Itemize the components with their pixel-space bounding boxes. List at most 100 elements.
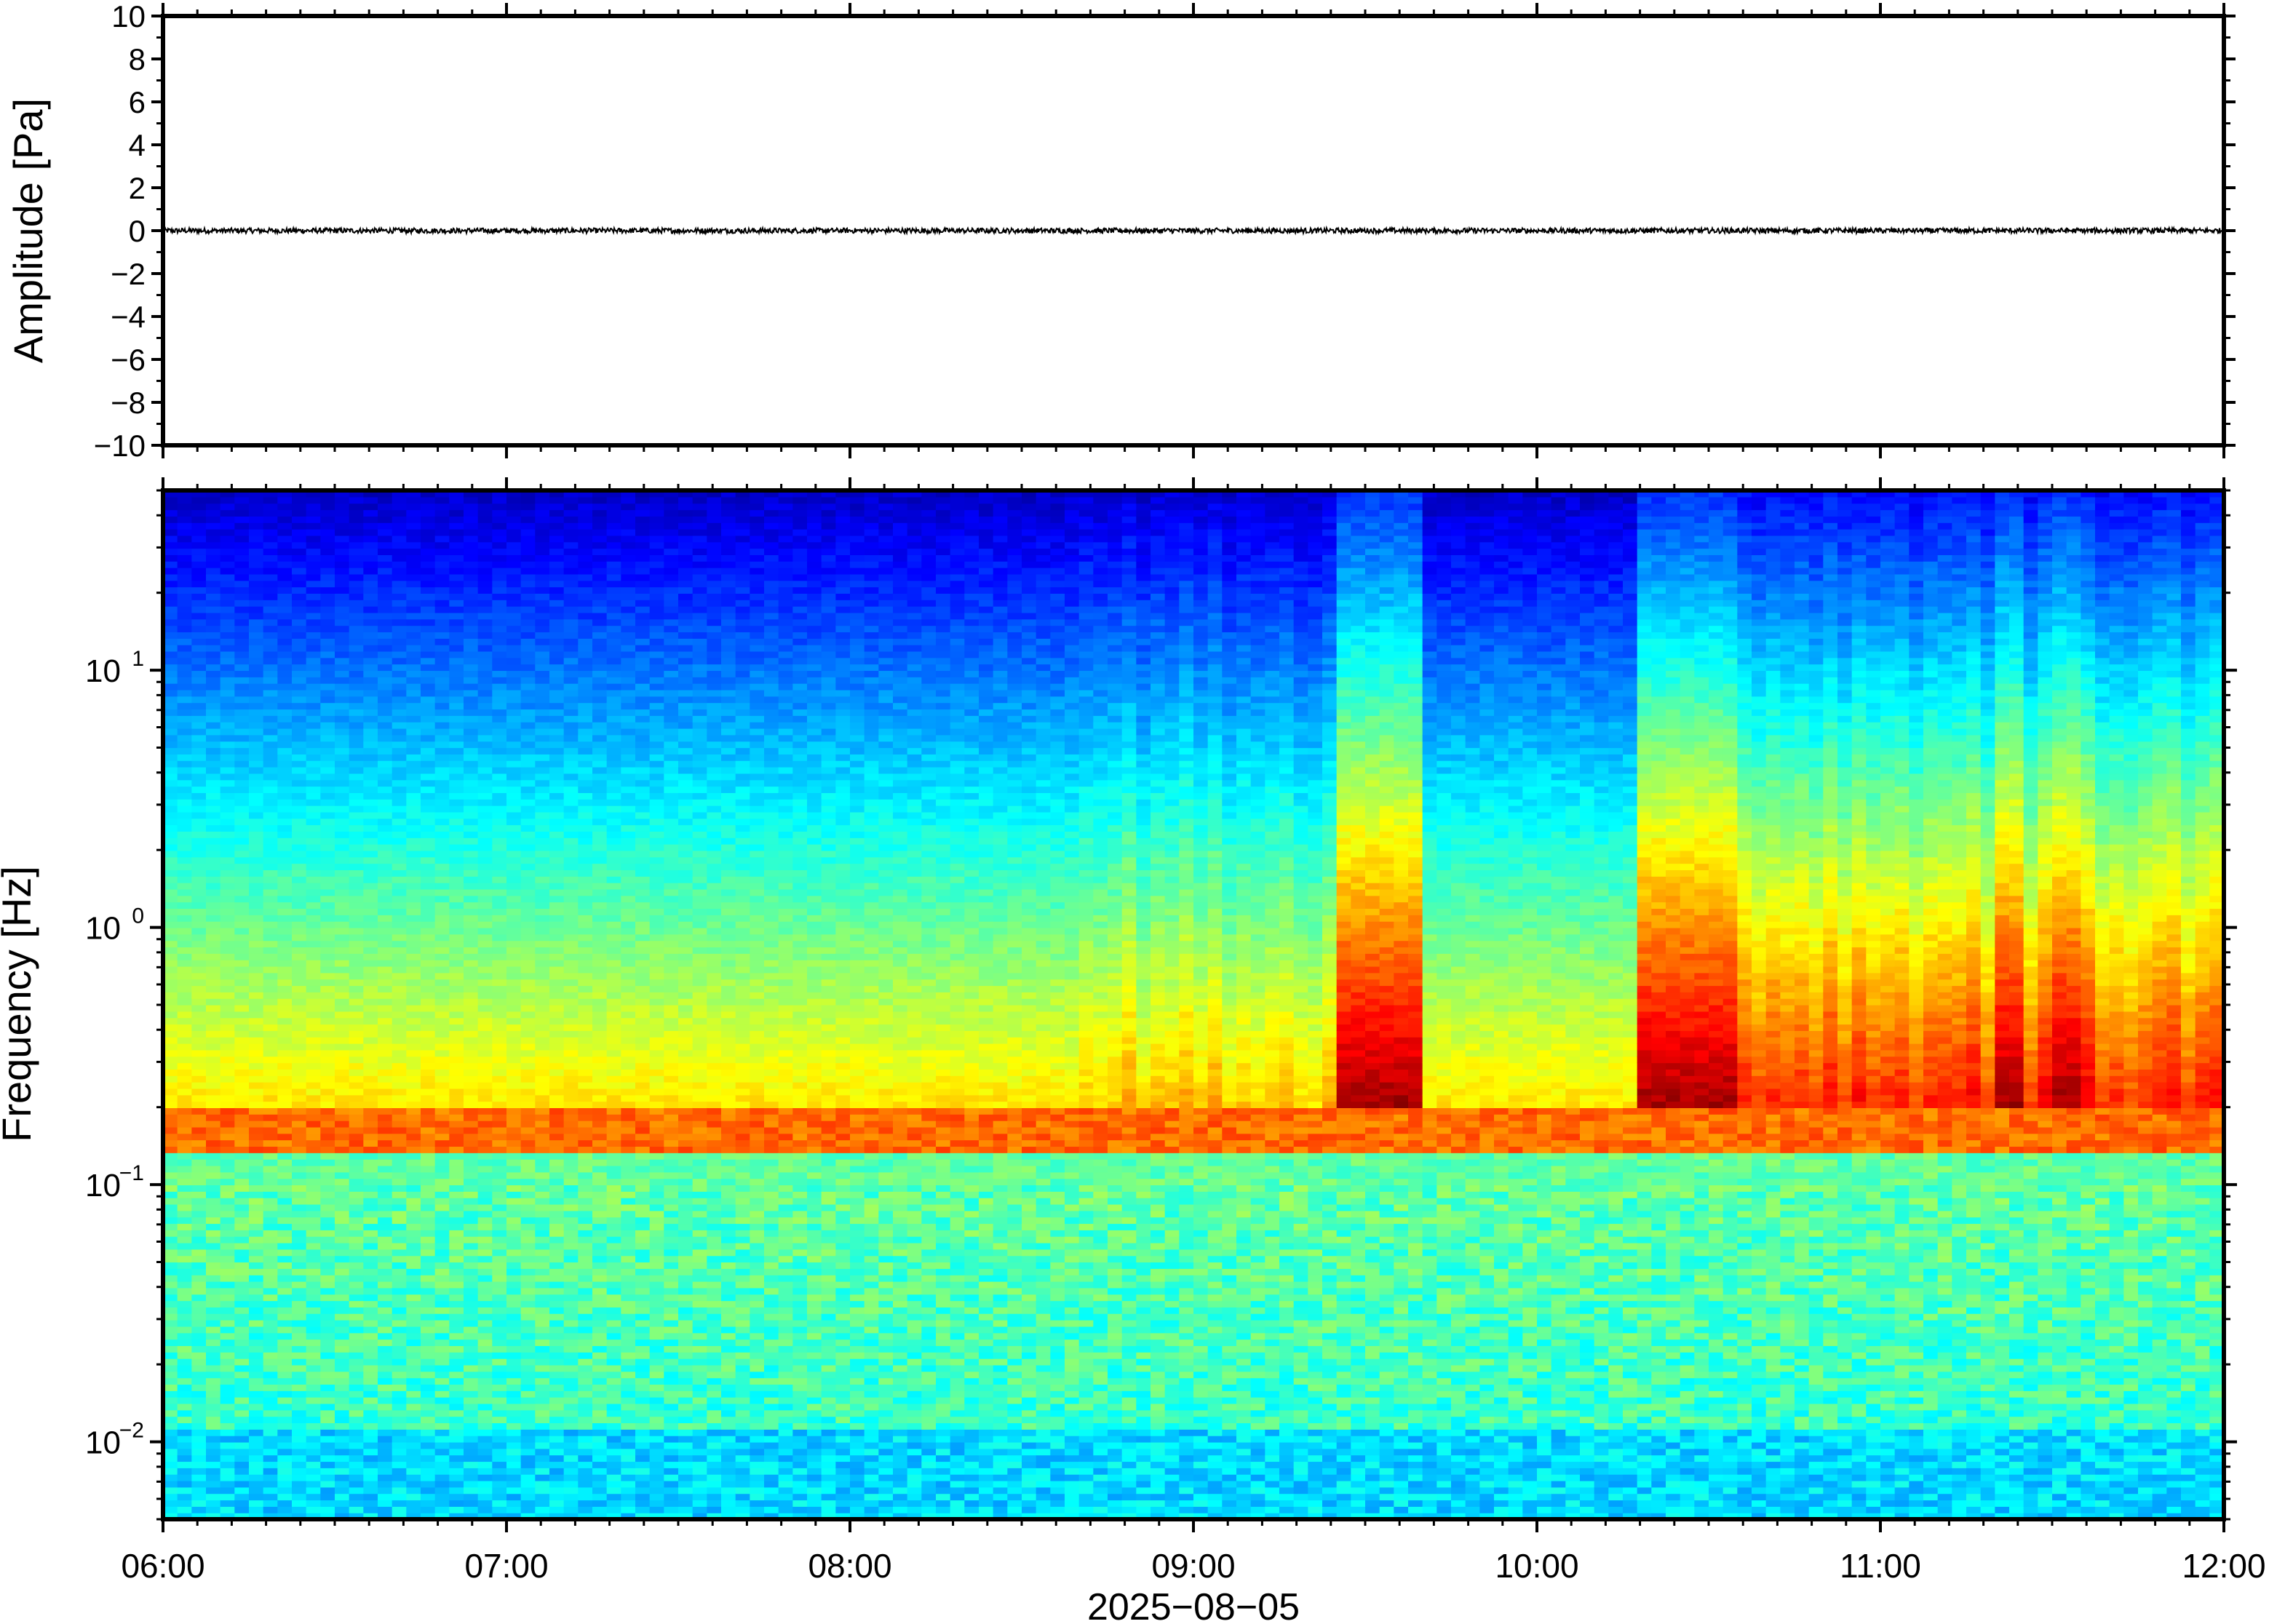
spectrogram-cell (563, 1062, 579, 1070)
spectrogram-cell (292, 722, 307, 729)
spectrogram-cell (191, 1191, 207, 1198)
spectrogram-cell (492, 811, 507, 819)
spectrogram-cell (277, 650, 293, 658)
spectrogram-cell (220, 831, 235, 838)
spectrogram-cell (220, 1037, 235, 1044)
spectrogram-cell (335, 516, 350, 523)
spectrogram-cell (549, 1249, 565, 1257)
spectrogram-cell (549, 625, 565, 633)
spectrogram-cell (563, 934, 579, 942)
spectrogram-cell (449, 535, 464, 543)
spectrogram-cell (477, 1403, 493, 1411)
spectrogram-cell (421, 1313, 436, 1321)
spectrogram-cell (506, 1223, 522, 1230)
spectrogram-cell (263, 548, 278, 555)
spectrogram-cell (320, 1236, 335, 1243)
spectrogram-cell (563, 1230, 579, 1237)
spectrogram-cell (578, 1468, 593, 1475)
spectrogram-cell (434, 1030, 450, 1038)
spectrogram-cell (249, 1075, 264, 1083)
spectrogram-cell (492, 664, 507, 672)
spectrogram-cell (378, 1352, 393, 1359)
spectrogram-cell (206, 715, 221, 723)
spectrogram-cell (277, 947, 293, 954)
spectrogram-cell (464, 1133, 479, 1141)
spectrogram-cell (220, 883, 235, 890)
spectrogram-cell (335, 1281, 350, 1289)
spectrogram-cell (464, 1332, 479, 1340)
spectrogram-cell (349, 1165, 364, 1173)
spectrogram-cell (549, 901, 565, 909)
spectrogram-cell (363, 1390, 378, 1398)
spectrogram-cell (320, 966, 335, 974)
spectrogram-cell (191, 561, 207, 568)
spectrogram-cell (477, 1506, 493, 1513)
spectrogram-cell (234, 670, 250, 677)
spectrogram-cell (406, 1320, 421, 1327)
spectrogram-cell (163, 818, 178, 826)
spectrogram-cell (492, 1275, 507, 1282)
spectrogram-cell (477, 1037, 493, 1044)
spectrogram-cell (292, 568, 307, 575)
spectrogram-cell (464, 1049, 479, 1057)
spectrogram-cell (320, 992, 335, 999)
spectrogram-cell (520, 1062, 536, 1070)
spectrogram-cell (421, 953, 436, 960)
spectrogram-cell (535, 1403, 550, 1411)
spectrogram-cell (234, 767, 250, 774)
spectrogram-cell (163, 805, 178, 813)
spectrogram-cell (220, 529, 235, 536)
spectrogram-cell (535, 947, 550, 954)
spectrogram-cell (477, 516, 493, 523)
spectrogram-cell (434, 1121, 450, 1128)
spectrogram-cell (535, 1107, 550, 1115)
spectrogram-cell (477, 799, 493, 806)
spectrogram-cell (292, 509, 307, 517)
spectrogram-cell (277, 1088, 293, 1096)
spectrogram-cell (263, 1371, 278, 1379)
spectrogram-cell (249, 760, 264, 768)
spectrogram-cell (434, 799, 450, 806)
spectrogram-cell (378, 1139, 393, 1147)
spectrogram-cell (292, 760, 307, 768)
spectrogram-cell (549, 683, 565, 690)
spectrogram-cell (306, 600, 321, 607)
spectrogram-cell (464, 1287, 479, 1295)
spectrogram-cell (320, 722, 335, 729)
spectrogram-cell (406, 1313, 421, 1321)
spectrogram-cell (506, 1307, 522, 1314)
spectrogram-cell (320, 1300, 335, 1307)
spectrogram-cell (449, 760, 464, 768)
spectrogram-cell (578, 1409, 593, 1417)
spectrogram-cell (434, 1352, 450, 1359)
spectrogram-cell (563, 960, 579, 967)
spectrogram-cell (320, 734, 335, 742)
spectrogram-cell (563, 901, 579, 909)
spectrogram-cell (520, 767, 536, 774)
spectrogram-cell (220, 1500, 235, 1507)
spectrogram-cell (492, 1513, 507, 1519)
spectrogram-cell (163, 831, 178, 838)
spectrogram-cell (306, 535, 321, 543)
spectrogram-cell (249, 921, 264, 928)
spectrogram-cell (477, 767, 493, 774)
spectrogram-cell (292, 856, 307, 864)
spectrogram-cell (421, 1146, 436, 1153)
spectrogram-cell (421, 1037, 436, 1044)
spectrogram-cell (464, 844, 479, 851)
spectrogram-cell (277, 657, 293, 665)
spectrogram-cell (163, 580, 178, 588)
spectrogram-cell (277, 1217, 293, 1225)
spectrogram-cell (477, 1185, 493, 1192)
spectrogram-cell (506, 490, 522, 498)
spectrogram-cell (363, 715, 378, 723)
spectrogram-cell (464, 490, 479, 498)
spectrogram-cell (263, 1320, 278, 1327)
spectrogram-cell (378, 741, 393, 749)
spectrogram-cell (506, 844, 522, 851)
spectrogram-cell (320, 1390, 335, 1398)
spectrogram-cell (549, 1422, 565, 1430)
spectrogram-cell (492, 586, 507, 594)
spectrogram-cell (464, 1358, 479, 1366)
spectrogram-cell (434, 1133, 450, 1141)
